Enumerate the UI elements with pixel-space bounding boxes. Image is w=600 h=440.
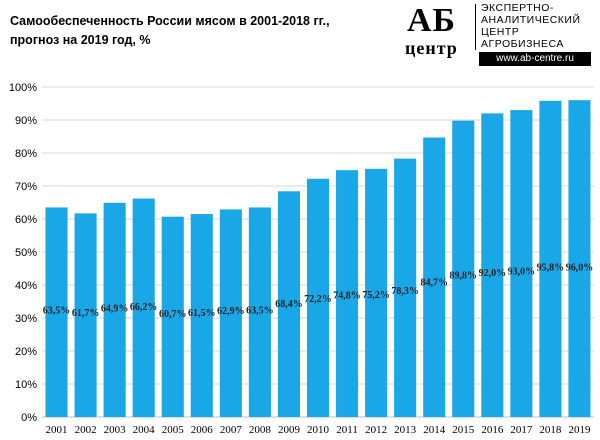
bar-2006	[190, 214, 213, 417]
y-tick-label: 40%	[15, 280, 37, 292]
bar-2003	[103, 202, 126, 417]
data-label: 74,8%	[333, 290, 361, 301]
y-tick-label: 60%	[15, 214, 37, 226]
x-tick-label: 2005	[162, 424, 185, 436]
y-tick-label: 30%	[15, 313, 37, 325]
data-label: 61,7%	[72, 308, 100, 319]
y-tick-label: 70%	[15, 181, 37, 193]
logo-caption-line-3: ЦЕНТР	[481, 26, 520, 38]
x-tick-label: 2018	[539, 424, 562, 436]
y-tick-label: 0%	[21, 412, 37, 424]
data-label: 68,4%	[275, 299, 303, 310]
bar-2015	[452, 120, 475, 417]
x-axis-ticks: 2001 2002 2003 2004 2005 2006 2007 2008 2009 2010…	[46, 424, 591, 436]
x-tick-label: 2019	[568, 424, 591, 436]
x-tick-label: 2011	[336, 424, 358, 436]
bar-2010	[306, 178, 330, 417]
data-label: 63,5%	[246, 305, 274, 316]
y-tick-label: 50%	[15, 247, 37, 259]
x-tick-label: 2010	[307, 424, 330, 436]
x-tick-label: 2013	[394, 424, 417, 436]
bar-2002	[74, 213, 97, 417]
data-label: 66,2%	[130, 302, 158, 313]
bar-2018	[539, 100, 562, 418]
logo-caption-line-4: АГРОБИЗНЕСА	[481, 38, 564, 50]
chart-title: Самообеспеченность России мясом в 2001-2…	[10, 12, 390, 50]
ab-centre-logo: АБ центр ЭКСПЕРТНО- АНАЛИТИЧЕСКИЙ ЦЕНТР …	[405, 2, 597, 66]
title-line-1: Самообеспеченность России мясом в 2001-2…	[10, 14, 330, 28]
data-label: 96,0%	[566, 262, 594, 273]
x-tick-label: 2017	[510, 424, 533, 436]
y-tick-label: 80%	[15, 148, 37, 160]
x-tick-label: 2016	[481, 424, 504, 436]
bar-2007	[219, 209, 242, 417]
data-label: 89,8%	[450, 271, 478, 282]
data-label: 64,9%	[101, 304, 129, 315]
data-label: 72,2%	[304, 294, 332, 305]
y-tick-label: 90%	[15, 115, 37, 127]
bar-2019	[568, 100, 591, 417]
bar-2008	[248, 207, 271, 417]
logo-url: www.ab-centre.ru	[479, 52, 591, 66]
x-tick-label: 2008	[249, 424, 272, 436]
title-line-2: прогноз на 2019 год, %	[10, 33, 151, 47]
x-tick-label: 2009	[278, 424, 301, 436]
logo-caption: ЭКСПЕРТНО- АНАЛИТИЧЕСКИЙ ЦЕНТР АГРОБИЗНЕ…	[481, 2, 581, 50]
data-label: 61,5%	[188, 308, 216, 319]
y-tick-label: 20%	[15, 346, 37, 358]
y-tick-label: 100%	[9, 82, 37, 94]
bar-2012	[365, 168, 388, 417]
data-labels: 63,5% 61,7% 64,9% 66,2%60,7% 61,5% 62,9% 63,5%…	[43, 262, 593, 320]
y-tick-label: 10%	[15, 379, 37, 391]
bar-2014	[423, 137, 446, 418]
bars	[45, 100, 591, 418]
logo-ab-mark: АБ	[407, 2, 457, 39]
data-label: 84,7%	[420, 277, 448, 288]
x-tick-label: 2001	[46, 424, 68, 436]
data-label: 60,7%	[159, 309, 187, 320]
bar-2005	[161, 216, 184, 417]
data-label: 62,9%	[217, 306, 245, 317]
x-tick-label: 2004	[133, 424, 156, 436]
x-tick-label: 2014	[423, 424, 446, 436]
bar-2017	[510, 110, 533, 417]
data-label: 75,2%	[362, 290, 390, 301]
x-tick-label: 2007	[220, 424, 243, 436]
logo-caption-line-1: ЭКСПЕРТНО-	[481, 2, 554, 14]
logo-center-word: центр	[405, 38, 458, 58]
x-tick-label: 2003	[104, 424, 127, 436]
data-label: 78,3%	[391, 286, 419, 297]
logo-caption-line-2: АНАЛИТИЧЕСКИЙ	[481, 14, 581, 26]
bar-2001	[45, 207, 68, 417]
data-label: 92,0%	[479, 268, 507, 279]
x-tick-label: 2012	[365, 424, 387, 436]
data-label: 95,8%	[537, 263, 565, 274]
bar-2013	[394, 158, 417, 418]
bar-2009	[277, 191, 300, 417]
y-axis-ticks: 0% 10% 20% 30% 40% 50% 60% 70% 80% 90% 100%	[9, 82, 37, 424]
data-label: 63,5%	[43, 305, 71, 316]
x-tick-label: 2015	[452, 424, 475, 436]
bar-2004	[132, 198, 155, 417]
bar-2011	[336, 170, 359, 417]
bar-2016	[481, 113, 504, 418]
data-label: 93,0%	[508, 266, 536, 277]
logo-divider	[475, 4, 476, 50]
x-tick-label: 2002	[75, 424, 97, 436]
x-tick-label: 2006	[191, 424, 214, 436]
